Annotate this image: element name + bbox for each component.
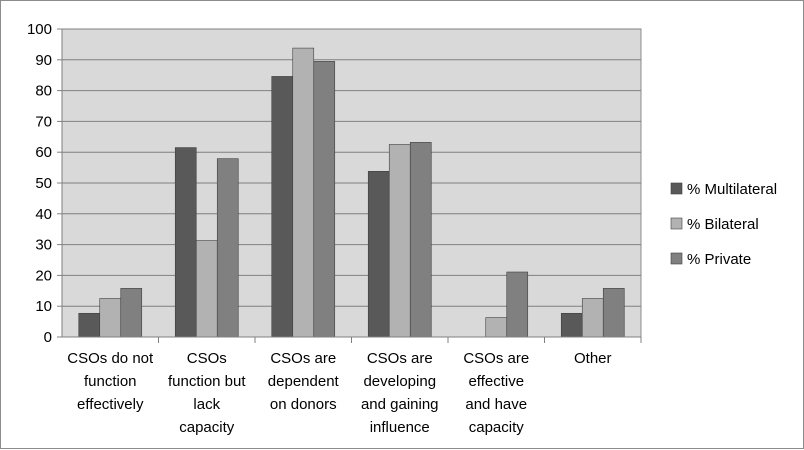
bar-private [120,288,143,338]
y-tick-label: 40 [35,206,52,223]
bar-private [602,288,625,338]
x-category-label-line: and gaining [361,396,439,413]
y-tick-label: 80 [35,83,52,100]
x-category-label-line: and have [465,396,527,413]
legend-label: % Multilateral [687,181,777,198]
bar-bilateral [195,240,218,338]
y-tick-label: 100 [27,21,52,38]
x-category-label-line: CSOs are [367,350,433,367]
bar-bilateral [292,47,315,338]
x-category-label: Other [574,350,612,367]
legend-swatch [670,252,683,265]
bar-multilateral [560,312,583,338]
bar-private [313,61,336,338]
x-category-label-line: lack [193,396,220,413]
x-category-label-line: developing [363,373,436,390]
x-category-label-line: on donors [270,396,337,413]
y-tick-label: 30 [35,237,52,254]
y-tick-label: 0 [44,329,52,346]
x-category-label-line: CSOs are [270,350,336,367]
x-category-label: CSOs are developing and gaining influence [361,350,439,436]
y-tick-label: 70 [35,113,52,130]
x-category-label: CSOs are dependent on donors [268,350,340,413]
y-tick-label: 60 [35,144,52,161]
x-category-label-line: influence [370,419,430,436]
x-category-label: CSOs are effective and have capacity [463,350,529,436]
legend-swatch [670,182,683,195]
legend-label: % Bilateral [687,216,759,233]
x-category-label-line: capacity [179,419,235,436]
bar-private [409,142,432,338]
bar-bilateral [388,144,411,338]
bar-bilateral [99,298,122,338]
legend-label: % Private [687,251,751,268]
bars [78,47,625,338]
x-category-label-line: CSOs are [463,350,529,367]
bar-multilateral [174,147,197,338]
y-tick-label: 20 [35,267,52,284]
x-category-label-line: CSOs [187,350,227,367]
bar-multilateral [78,312,101,338]
x-category-labels: CSOs do not function effectively CSOs functi… [67,337,642,436]
x-category-label-line: function [84,373,137,390]
bar-multilateral [271,76,294,338]
x-category-label-line: dependent [268,373,340,390]
x-category-label-line: function but [168,373,246,390]
x-category-label: CSOs do not function effectively [67,350,154,413]
y-tick-label: 10 [35,298,52,315]
x-category-label-line: capacity [469,419,525,436]
bar-multilateral [367,170,390,338]
bar-private [216,158,239,338]
legend-swatch [670,217,683,230]
gridlines [62,28,641,307]
x-category-label-line: effectively [77,396,144,413]
x-category-label-line: Other [574,350,612,367]
y-tick-labels: 0 10 20 30 40 50 60 70 80 90 100 [27,21,62,346]
y-tick-label: 90 [35,52,52,69]
x-category-label-line: effective [468,373,524,390]
bar-private [506,271,529,338]
y-tick-label: 50 [35,175,52,192]
x-category-label: CSOs function but lack capacity [168,350,246,436]
x-category-label-line: CSOs do not [67,350,154,367]
bar-bilateral [581,298,604,338]
bar-bilateral [485,317,508,338]
legend: % Multilateral % Bilateral % Private [670,181,777,268]
